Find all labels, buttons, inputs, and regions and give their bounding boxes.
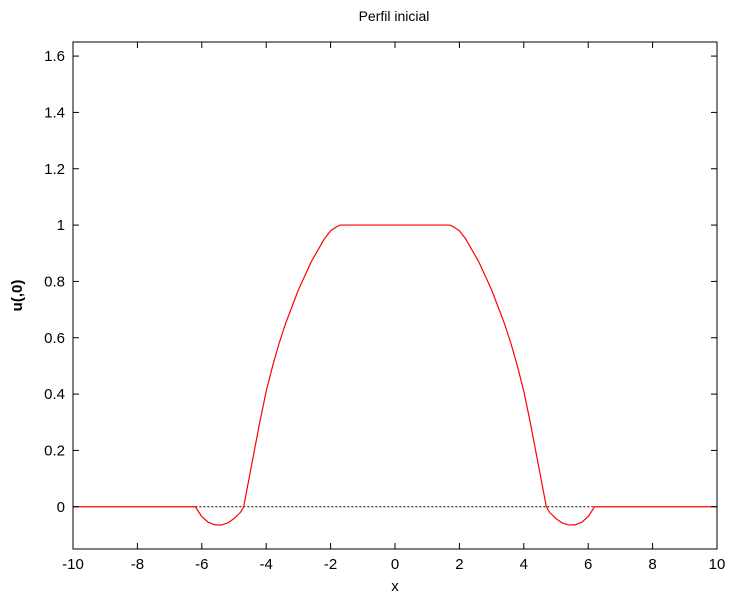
y-tick-label: 0.6 bbox=[44, 330, 65, 347]
x-axis-label: x bbox=[391, 578, 399, 595]
x-tick-label: 2 bbox=[455, 556, 463, 573]
chart-title: Perfil inicial bbox=[359, 8, 430, 24]
y-tick-label: 1.4 bbox=[44, 104, 65, 121]
x-tick-label: 4 bbox=[520, 556, 528, 573]
y-tick-label: 1.6 bbox=[44, 48, 65, 65]
x-tick-label: -6 bbox=[195, 556, 208, 573]
y-tick-label: 0 bbox=[57, 499, 65, 516]
plot-area bbox=[73, 224, 717, 526]
y-tick-label: 1.2 bbox=[44, 161, 65, 178]
x-tick-label: -8 bbox=[131, 556, 144, 573]
axes-frame bbox=[72, 41, 718, 550]
x-tick-label: -2 bbox=[324, 556, 337, 573]
axis-ticks: -10 -8 -6 -4 -2 0 2 4 6 8 10 0 0.2 0.4 0.6 0.8 1 1.2 1.4 1.… bbox=[44, 42, 725, 573]
x-tick-label: 10 bbox=[709, 556, 726, 573]
x-tick-label: -10 bbox=[62, 556, 84, 573]
y-tick-label: 0.8 bbox=[44, 273, 65, 290]
y-tick-label: 1 bbox=[57, 217, 65, 234]
y-tick-label: 0.4 bbox=[44, 386, 65, 403]
series-line-0 bbox=[73, 224, 717, 526]
x-tick-label: 6 bbox=[584, 556, 592, 573]
x-tick-label: 8 bbox=[648, 556, 656, 573]
y-axis-label: u(,0) bbox=[9, 280, 26, 312]
x-tick-label: 0 bbox=[391, 556, 399, 573]
x-tick-label: -4 bbox=[260, 556, 273, 573]
y-tick-label: 0.2 bbox=[44, 442, 65, 459]
